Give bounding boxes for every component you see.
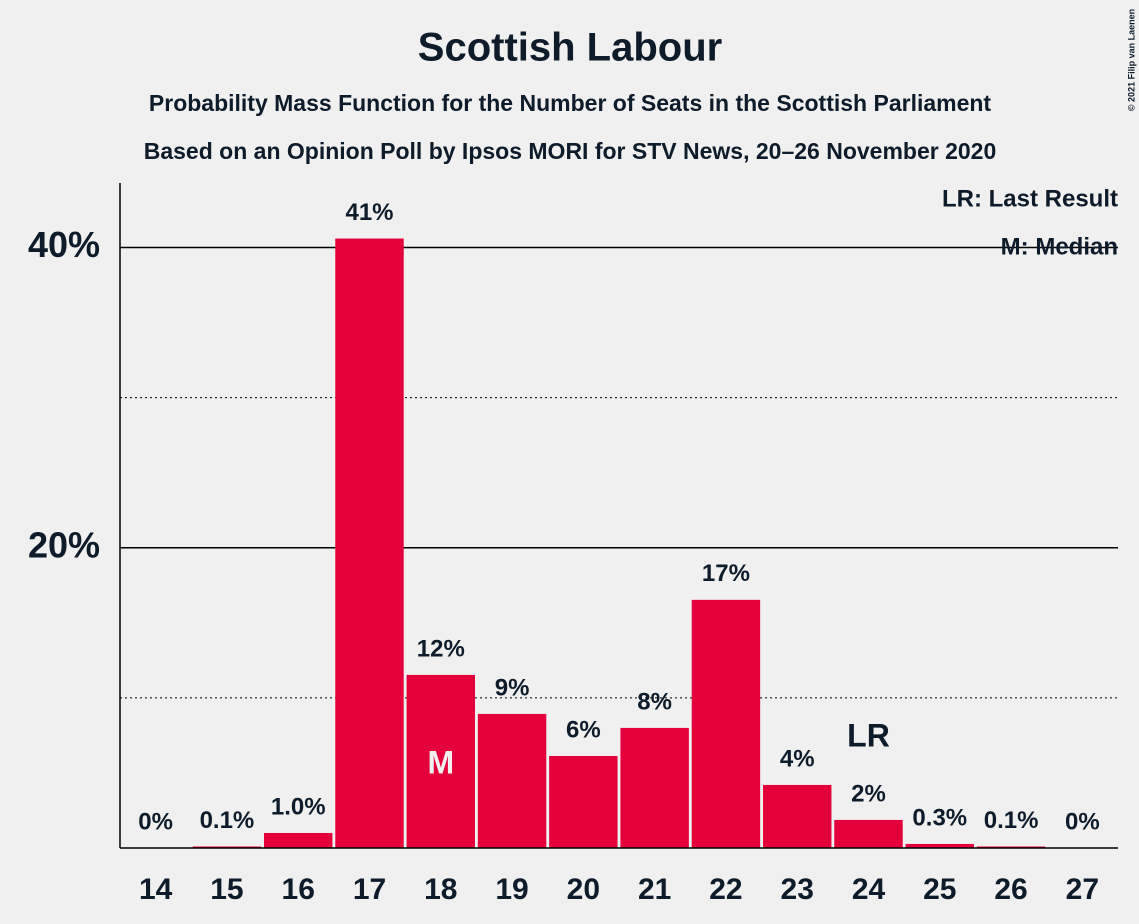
- x-tick-label: 17: [353, 873, 386, 906]
- x-tick-label: 14: [139, 873, 173, 906]
- x-tick-label: 23: [781, 873, 814, 906]
- value-label: 0.1%: [984, 807, 1039, 834]
- bars: [192, 238, 1046, 849]
- bar: [192, 846, 262, 848]
- bar: [976, 846, 1046, 848]
- annotation: LR: [847, 717, 890, 753]
- value-label: 0%: [138, 808, 173, 835]
- x-tick-label: 20: [567, 873, 600, 906]
- x-tick-label: 22: [709, 873, 742, 906]
- x-tick-label: 25: [923, 873, 956, 906]
- chart-subtitle: Based on an Opinion Poll by Ipsos MORI f…: [144, 138, 997, 164]
- value-label: 12%: [417, 635, 465, 662]
- bar: [335, 238, 404, 849]
- bar: [406, 674, 476, 848]
- value-label: 8%: [637, 688, 672, 715]
- value-label: 0.1%: [200, 807, 255, 834]
- bar: [477, 713, 547, 848]
- x-tick-label: 26: [994, 873, 1027, 906]
- value-label: 9%: [495, 674, 530, 701]
- grid: 20% 40%: [28, 224, 1118, 699]
- chart-title: Scottish Labour: [418, 26, 722, 70]
- x-tick-label: 15: [210, 873, 243, 906]
- value-label: 0.3%: [912, 804, 967, 831]
- bar: [762, 784, 832, 848]
- legend-entry: M: Median: [1001, 233, 1118, 260]
- value-label: 6%: [566, 716, 601, 743]
- x-tick-label: 27: [1066, 873, 1099, 906]
- y-tick-label: 40%: [28, 224, 100, 265]
- x-tick-label: 18: [424, 873, 457, 906]
- annotation: M: [427, 744, 454, 780]
- value-label: 4%: [780, 745, 815, 772]
- x-tick-label: 21: [638, 873, 671, 906]
- value-label: 1.0%: [271, 793, 326, 820]
- bar: [620, 727, 689, 848]
- bar: [905, 843, 975, 848]
- bar: [549, 755, 618, 848]
- x-tick-label: 16: [282, 873, 315, 906]
- legend-entry: LR: Last Result: [942, 185, 1118, 212]
- value-label: 41%: [345, 199, 393, 226]
- chart-subtitle: Probability Mass Function for the Number…: [149, 90, 992, 116]
- bar: [263, 832, 333, 848]
- x-tick-label: 19: [495, 873, 528, 906]
- copyright: © 2021 Filip van Laenen: [1126, 9, 1136, 111]
- value-label: 17%: [702, 560, 750, 587]
- y-tick-label: 20%: [28, 524, 100, 565]
- bar: [834, 819, 903, 848]
- value-label: 2%: [851, 780, 886, 807]
- bar: [691, 599, 761, 848]
- x-tick-label: 24: [852, 873, 886, 906]
- value-label: 0%: [1065, 808, 1100, 835]
